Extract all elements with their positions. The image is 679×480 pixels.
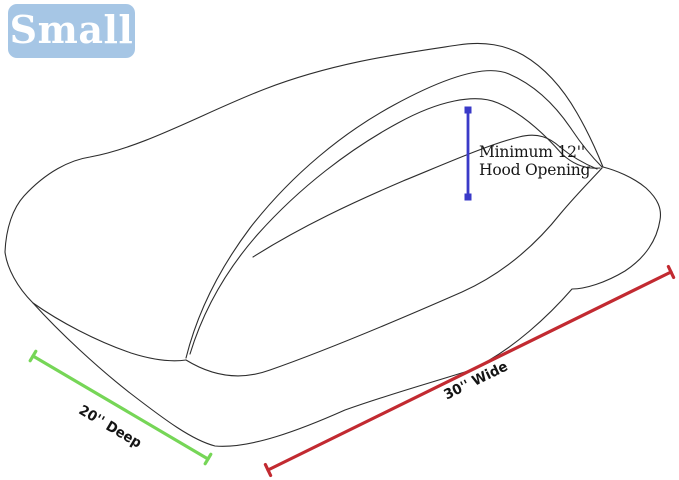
hood-opening-dimension — [464, 106, 472, 201]
cushion-left-top-edge — [32, 302, 187, 362]
hood-rim-inner-edge — [189, 98, 601, 355]
width-dimension-line — [266, 270, 673, 472]
size-badge: Small — [8, 4, 135, 58]
depth-dimension-start-tick — [28, 349, 38, 363]
hood-opening-label: Minimum 12'' Hood Opening — [479, 143, 591, 179]
hood-opening-label-line1: Minimum 12'' — [479, 143, 585, 161]
depth-dimension — [28, 349, 213, 466]
width-dimension — [263, 265, 676, 477]
width-dimension-start-tick — [263, 463, 273, 477]
depth-dimension-end-tick — [203, 452, 213, 466]
bed-outer-silhouette — [4, 42, 662, 447]
hood-opening-dimension-bottom-cap — [464, 193, 472, 201]
width-dimension-end-tick — [666, 265, 676, 279]
hood-opening-label-line2: Hood Opening — [479, 160, 591, 179]
bed-drawing — [4, 42, 662, 447]
hood-rim-outer-edge — [185, 70, 603, 359]
hood-interior-cushion-edge — [252, 134, 598, 258]
cushion-top-seam — [185, 167, 603, 377]
hood-opening-dimension-top-cap — [464, 106, 472, 114]
depth-dimension-line — [31, 354, 210, 461]
